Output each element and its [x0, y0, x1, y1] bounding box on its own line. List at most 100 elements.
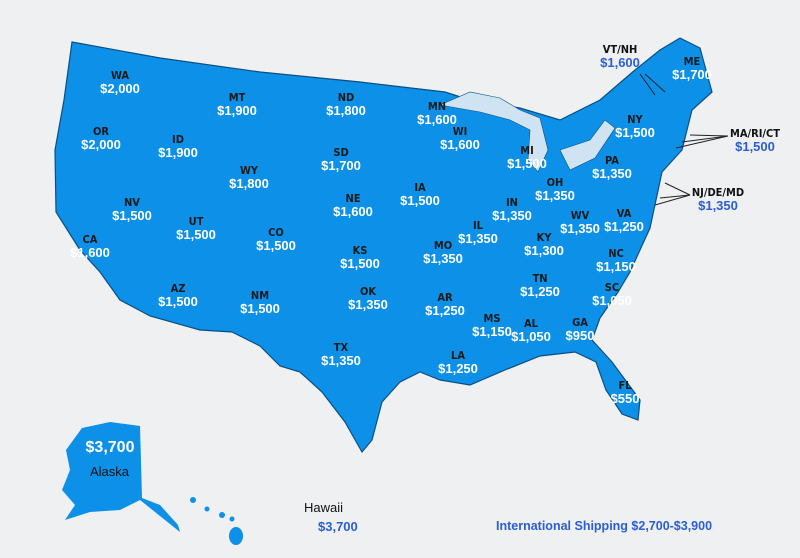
label-mn: MN $1,600: [417, 101, 457, 126]
state-price: $1,600: [333, 203, 373, 219]
state-abbr: AZ: [170, 282, 186, 295]
label-nc: NC $1,150: [596, 248, 636, 273]
label-az: AZ $1,500: [158, 283, 198, 308]
label-pa: PA $1,350: [592, 155, 632, 180]
label-in: IN $1,350: [492, 197, 532, 222]
great-lakes: [438, 91, 616, 173]
label-nm: NM $1,500: [240, 290, 280, 315]
state-price: $1,350: [592, 165, 632, 181]
state-price: $1,500: [158, 293, 198, 309]
state-abbr: WI: [452, 125, 468, 138]
state-abbr: GA: [572, 316, 588, 329]
state-abbr: IA: [414, 181, 426, 194]
label-ky: KY $1,300: [524, 232, 564, 257]
label-ne: NE $1,600: [333, 193, 373, 218]
state-price: $1,500: [240, 300, 280, 316]
state-abbr: OR: [92, 125, 110, 138]
label-tn: TN $1,250: [520, 273, 560, 298]
state-price: $2,000: [81, 136, 121, 152]
state-price: $1,500: [615, 124, 655, 140]
label-co: CO $1,500: [256, 227, 296, 252]
state-abbr: MA/RI/CT: [729, 127, 781, 140]
label-mo: MO $1,350: [423, 240, 463, 265]
label-tx: TX $1,350: [321, 342, 361, 367]
state-price: $1,500: [400, 192, 440, 208]
state-abbr: AL: [524, 317, 538, 330]
label-fl: FL $550: [611, 380, 640, 405]
state-abbr: IN: [506, 196, 518, 209]
label-id: ID $1,900: [158, 134, 198, 159]
state-price: $1,600: [417, 111, 457, 127]
label-la: LA $1,250: [438, 350, 478, 375]
state-price: $1,350: [698, 197, 738, 213]
state-price: $1,350: [321, 352, 361, 368]
state-price: $1,300: [524, 242, 564, 258]
alaska-label: Alaska: [90, 464, 130, 479]
label-or: OR $2,000: [81, 126, 121, 151]
state-abbr: MO: [433, 239, 453, 252]
label-wy: WY $1,800: [229, 165, 269, 190]
state-abbr: CO: [268, 226, 284, 239]
hawaii-label: Hawaii: [304, 500, 344, 515]
state-price: $1,350: [535, 187, 575, 203]
state-abbr: NY: [627, 113, 643, 126]
alaska-shape: [62, 422, 180, 532]
state-abbr: OH: [546, 176, 564, 189]
label-sd: SD $1,700: [321, 147, 361, 172]
label-ar: AR $1,250: [425, 292, 465, 317]
state-abbr: OK: [359, 285, 377, 298]
label-ms: MS $1,150: [472, 313, 512, 338]
label-ma-ri-ct: MA/RI/CT $1,500: [730, 128, 780, 153]
international-shipping: International Shipping $2,700-$3,900: [496, 519, 713, 533]
state-abbr: NM: [250, 289, 270, 302]
label-nj-de-md: NJ/DE/MD $1,350: [692, 187, 744, 212]
state-abbr: VT/NH: [602, 43, 638, 56]
state-price: $1,150: [596, 258, 636, 274]
label-ut: UT $1,500: [176, 216, 216, 241]
callout-lines: [639, 73, 729, 206]
contiguous-us-shape: [54, 37, 713, 454]
state-price: $1,350: [348, 296, 388, 312]
state-price: $1,600: [440, 136, 480, 152]
state-abbr: NE: [345, 192, 361, 205]
state-price: $1,050: [511, 328, 551, 344]
label-al: AL $1,050: [511, 318, 551, 343]
state-price: $1,700: [321, 157, 361, 173]
state-price: $1,500: [340, 255, 380, 271]
state-abbr: TX: [333, 341, 349, 354]
state-abbr: KY: [536, 231, 552, 244]
state-abbr: FL: [618, 379, 632, 392]
label-wa: WA $2,000: [100, 70, 140, 95]
state-price: $1,350: [458, 230, 498, 246]
state-price: $1,250: [438, 360, 478, 376]
state-abbr: MI: [520, 144, 534, 157]
state-price: $1,350: [423, 250, 463, 266]
label-ga: GA $950: [566, 317, 595, 342]
state-price: $1,500: [112, 207, 152, 223]
state-price: $550: [610, 390, 640, 406]
state-abbr: SC: [604, 281, 620, 294]
state-price: $1,350: [560, 220, 600, 236]
state-abbr: TN: [532, 272, 548, 285]
state-abbr: ID: [172, 133, 184, 146]
state-abbr: MT: [228, 91, 246, 104]
hawaii-price: $3,700: [318, 519, 358, 534]
label-me: ME $1,700: [672, 56, 712, 81]
state-abbr: NV: [124, 196, 140, 209]
state-price: $1,250: [425, 302, 465, 318]
label-ca: CA $1,600: [70, 234, 110, 259]
hawaii-islands: [190, 497, 243, 545]
state-price: $1,250: [520, 283, 560, 299]
state-price: $1,500: [735, 138, 775, 154]
label-oh: OH $1,350: [535, 177, 575, 202]
label-il: IL $1,350: [458, 220, 498, 245]
state-abbr: CA: [82, 233, 98, 246]
state-price: $1,900: [217, 102, 257, 118]
state-price: $1,900: [158, 144, 198, 160]
label-mt: MT $1,900: [217, 92, 257, 117]
state-abbr: IL: [472, 219, 483, 232]
state-abbr: UT: [188, 215, 204, 228]
state-price: $1,800: [326, 102, 366, 118]
label-sc: SC $1,050: [592, 282, 632, 307]
state-abbr: VA: [616, 207, 632, 220]
